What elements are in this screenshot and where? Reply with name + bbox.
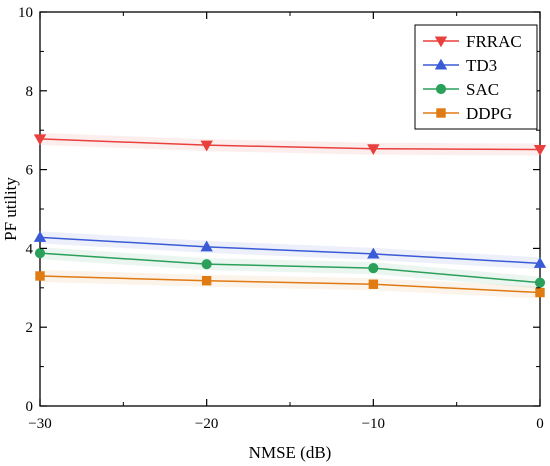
frrac-band: [40, 132, 540, 156]
axis-ticks: [39, 11, 541, 407]
td3-point: [200, 240, 213, 252]
legend-label-td3: TD3: [466, 56, 497, 75]
frrac-line: [39, 138, 541, 151]
sac-point: [534, 277, 546, 288]
legend-box: [414, 24, 538, 130]
frrac-point: [533, 144, 547, 156]
legend-label-ddpg: DDPG: [466, 104, 512, 123]
frrac-point: [33, 134, 47, 146]
series-markers: [33, 134, 547, 298]
y-tick-label: 8: [26, 84, 34, 100]
y-axis-title: PF utility: [1, 177, 20, 241]
axis-tick-labels: −30 −20 −10 0 0 2 4 6 8 10: [18, 5, 544, 432]
td3-line: [39, 236, 541, 265]
ddpg-point: [201, 276, 212, 286]
sac-line: [39, 252, 541, 284]
sac-point: [368, 263, 379, 274]
legend-label-sac: SAC: [466, 80, 499, 99]
legend-marker-ddpg: [436, 108, 446, 118]
ddpg-line: [39, 275, 541, 294]
sac-point: [34, 248, 46, 259]
ddpg-point: [35, 271, 45, 281]
td3-point: [533, 257, 547, 268]
x-tick-label: −10: [362, 416, 385, 432]
x-tick-label: −20: [195, 416, 218, 432]
td3-point: [367, 247, 380, 259]
ddpg-point: [368, 279, 379, 289]
series-lines: [39, 138, 541, 294]
series-bands: [40, 132, 540, 299]
sac-band: [40, 247, 540, 289]
y-tick-label: 0: [26, 399, 34, 415]
y-tick-label: 6: [26, 163, 34, 179]
y-tick-label: 2: [26, 320, 34, 336]
legend-marker-td3: [434, 58, 448, 70]
ddpg-point: [535, 287, 545, 298]
legend-marker-frrac: [434, 36, 448, 48]
legend: FRRAC TD3 SAC DDPG: [414, 24, 538, 130]
y-tick-label: 10: [18, 5, 33, 21]
y-tick-label: 4: [26, 241, 34, 257]
frrac-point: [367, 144, 380, 156]
ddpg-band: [40, 269, 540, 299]
legend-marker-sac: [435, 83, 447, 95]
legend-label-frrac: FRRAC: [466, 32, 522, 51]
sac-point: [201, 259, 212, 270]
td3-point: [33, 231, 47, 242]
x-tick-label: −30: [28, 416, 51, 432]
frrac-point: [200, 140, 213, 152]
x-axis-title: NMSE (dB): [249, 443, 332, 462]
x-tick-label: 0: [536, 416, 544, 432]
